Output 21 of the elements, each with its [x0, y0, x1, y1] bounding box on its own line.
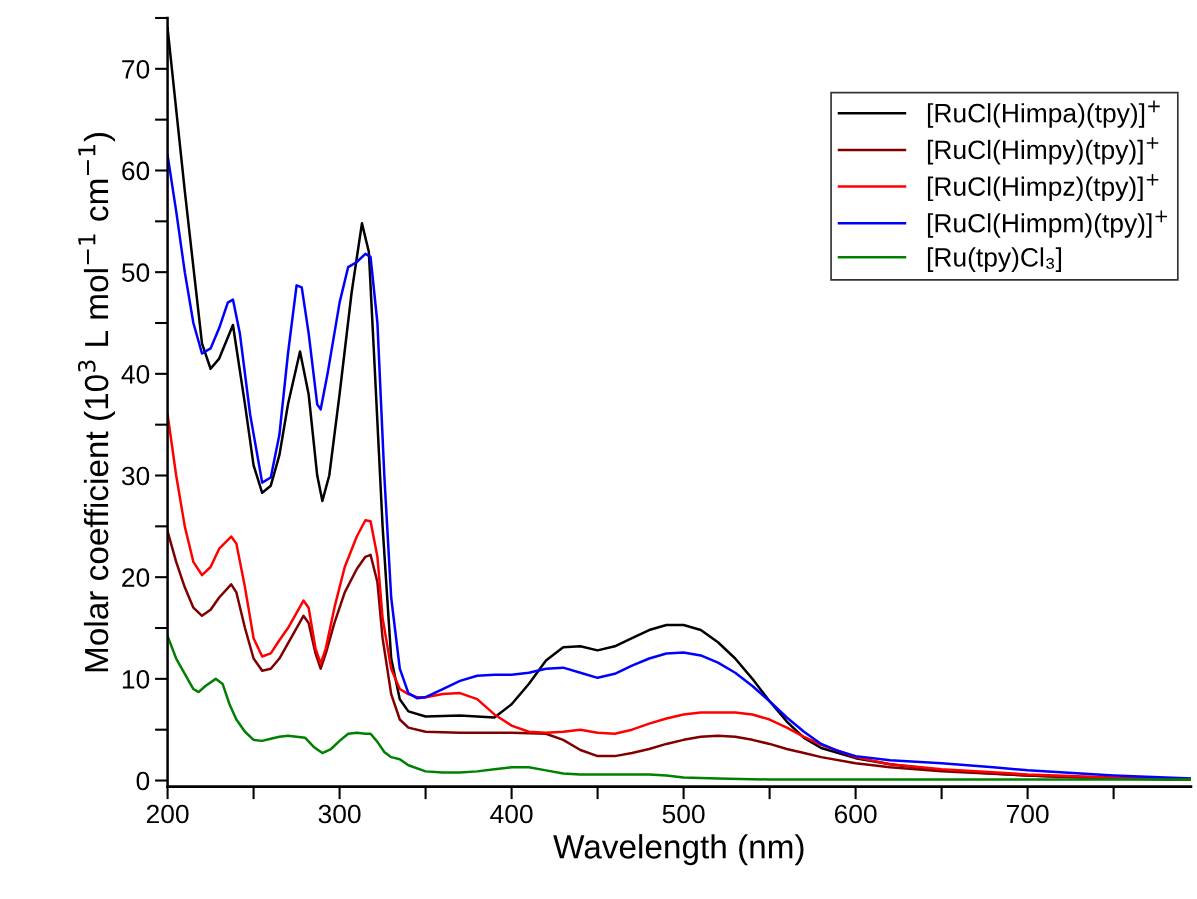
legend-label: [RuCl(Himpy)(tpy)]$^{+}$	[927, 137, 1159, 165]
y-tick-label: 30	[121, 466, 150, 486]
x-tick-label: 300	[318, 804, 361, 824]
x-tick-label: 600	[834, 804, 877, 824]
y-tick-label: 60	[122, 161, 150, 181]
y-tick-label: 40	[121, 364, 150, 384]
legend-label: [Ru(tpy)Cl₃]	[927, 247, 1062, 272]
x-tick-label: 700	[1006, 804, 1049, 824]
x-tick-label: 500	[662, 804, 705, 824]
y-axis-title: Molar coefficient (10$^{3}$ L mol$^{−1}$ cm$^{−1}$)	[77, 133, 115, 672]
y-tick-label: 0	[136, 771, 150, 791]
y-tick-label: 10	[122, 669, 150, 689]
legend-label: [RuCl(Himpm)(tpy)]$^{+}$	[927, 210, 1168, 238]
y-tick-label: 50	[121, 263, 150, 282]
x-axis-title: Wavelength (nm)	[553, 834, 804, 866]
x-tick-label: 400	[490, 804, 533, 824]
x-tick-label: 200	[146, 804, 189, 824]
y-tick-label: 70	[122, 59, 150, 79]
legend-label: [RuCl(Himpz)(tpy)]$^{+}$	[927, 173, 1159, 202]
legend-label: [RuCl(Himpa)(tpy)]$^{+}$	[927, 100, 1160, 128]
y-tick-label: 20	[122, 568, 150, 587]
